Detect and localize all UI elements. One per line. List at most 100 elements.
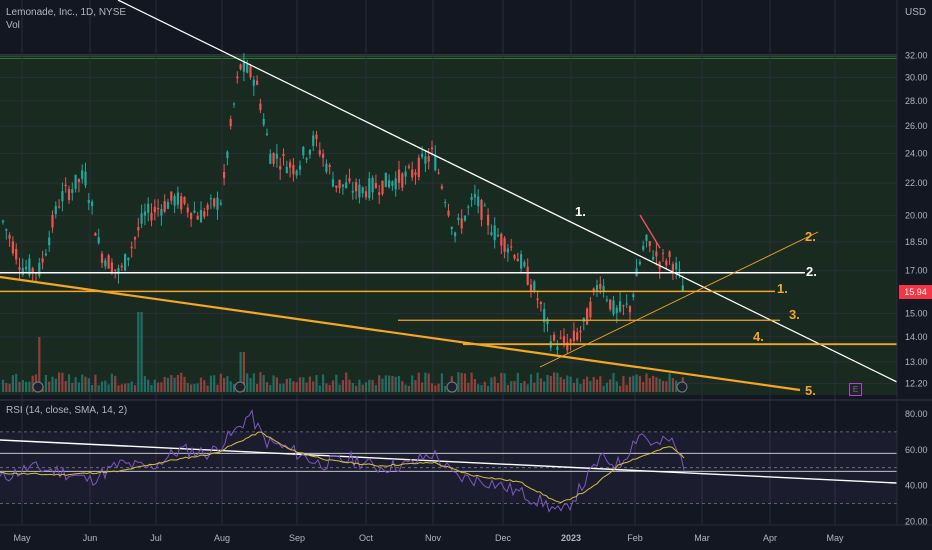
candle-body bbox=[239, 64, 242, 70]
candle-body bbox=[487, 214, 490, 226]
volume-bar bbox=[31, 375, 34, 392]
candle-body bbox=[262, 118, 265, 125]
volume-bar bbox=[150, 384, 153, 392]
volume-bar bbox=[569, 376, 572, 392]
candle-body bbox=[256, 80, 259, 85]
candle-body bbox=[602, 285, 605, 293]
volume-bar bbox=[193, 383, 196, 392]
earnings-marker[interactable]: E bbox=[849, 383, 862, 396]
candle-body bbox=[331, 179, 335, 187]
label-orange-1: 1. bbox=[777, 281, 788, 296]
price-tick: 30.00 bbox=[905, 72, 928, 82]
candle-body bbox=[150, 212, 153, 221]
volume-bar bbox=[94, 374, 97, 392]
candle-body bbox=[199, 210, 203, 223]
candle-body bbox=[615, 307, 618, 314]
candle-body bbox=[671, 264, 674, 272]
candle-body bbox=[229, 119, 232, 127]
volume-bar bbox=[576, 378, 579, 392]
candle-body bbox=[589, 301, 592, 318]
volume-bar bbox=[361, 384, 364, 392]
volume-bar bbox=[388, 375, 391, 392]
volume-bar bbox=[457, 372, 460, 392]
volume-bar bbox=[394, 376, 397, 392]
candle-body bbox=[236, 76, 239, 79]
candle-body bbox=[665, 260, 668, 266]
volume-bar bbox=[183, 376, 186, 392]
volume-bar bbox=[473, 379, 476, 392]
candle-body bbox=[417, 157, 420, 178]
candle-body bbox=[114, 269, 117, 271]
volume-bar bbox=[503, 373, 506, 392]
event-icon bbox=[676, 381, 688, 393]
volume-bar bbox=[533, 382, 536, 392]
candle-body bbox=[61, 191, 64, 202]
volume-bar bbox=[285, 378, 288, 392]
volume-bar bbox=[341, 380, 344, 392]
volume-bar bbox=[592, 376, 595, 392]
volume-bar bbox=[430, 383, 434, 392]
volume-bar bbox=[411, 375, 414, 392]
volume-bar bbox=[516, 372, 519, 392]
volume-bar bbox=[8, 383, 11, 392]
volume-bar bbox=[378, 375, 381, 392]
candle-body bbox=[318, 150, 321, 155]
candle-body bbox=[180, 196, 183, 210]
candle-body bbox=[559, 337, 562, 339]
volume-bar bbox=[437, 383, 440, 392]
volume-bar bbox=[295, 382, 298, 392]
candle-body bbox=[391, 181, 394, 186]
volume-bar bbox=[582, 379, 585, 392]
volume-bar bbox=[315, 375, 318, 392]
price-tick: 17.00 bbox=[905, 266, 928, 276]
volume-bar bbox=[358, 379, 361, 392]
volume-bar bbox=[246, 373, 249, 392]
volume-bar bbox=[219, 373, 222, 392]
volume-bar bbox=[351, 383, 354, 392]
volume-bar bbox=[609, 379, 612, 392]
candle-body bbox=[566, 342, 569, 351]
candle-body bbox=[407, 166, 410, 168]
volume-bar bbox=[510, 381, 513, 392]
candle-body bbox=[173, 195, 176, 206]
candle-body bbox=[345, 182, 348, 188]
volume-bar bbox=[632, 375, 635, 392]
volume-bar bbox=[262, 375, 265, 392]
volume-bar bbox=[11, 375, 14, 392]
volume-bar bbox=[272, 375, 275, 392]
candle-body bbox=[94, 232, 97, 236]
label-white-2: 2. bbox=[806, 264, 817, 279]
candle-body bbox=[595, 285, 599, 292]
volume-bar bbox=[562, 379, 566, 392]
candle-body bbox=[553, 334, 556, 341]
volume-bar bbox=[539, 378, 542, 392]
volume-bar bbox=[157, 382, 160, 392]
candle-body bbox=[506, 248, 509, 253]
candle-body bbox=[510, 246, 513, 248]
candle-body bbox=[430, 147, 434, 150]
candle-body bbox=[160, 208, 163, 216]
candle-body bbox=[1, 220, 5, 223]
price-tick: 14.00 bbox=[905, 332, 928, 342]
candle-body bbox=[556, 346, 559, 350]
candle-body bbox=[612, 300, 615, 315]
volume-bar bbox=[173, 377, 176, 392]
candle-body bbox=[84, 171, 87, 186]
candle-body bbox=[120, 265, 123, 268]
volume-bar bbox=[84, 376, 87, 392]
candle-body bbox=[562, 336, 566, 344]
volume-bar bbox=[91, 384, 94, 392]
event-icon bbox=[234, 381, 246, 393]
volume-bar bbox=[374, 384, 377, 392]
volume-bar bbox=[226, 376, 229, 392]
candle-body bbox=[586, 308, 589, 325]
time-tick: Mar bbox=[694, 533, 710, 543]
volume-bar bbox=[100, 381, 104, 392]
candle-body bbox=[546, 318, 549, 325]
volume-bar bbox=[21, 379, 24, 392]
candle-body bbox=[434, 155, 437, 171]
volume-bar bbox=[252, 373, 255, 392]
volume-bar bbox=[364, 382, 368, 392]
volume-bar bbox=[54, 378, 57, 392]
volume-bar bbox=[58, 372, 61, 392]
